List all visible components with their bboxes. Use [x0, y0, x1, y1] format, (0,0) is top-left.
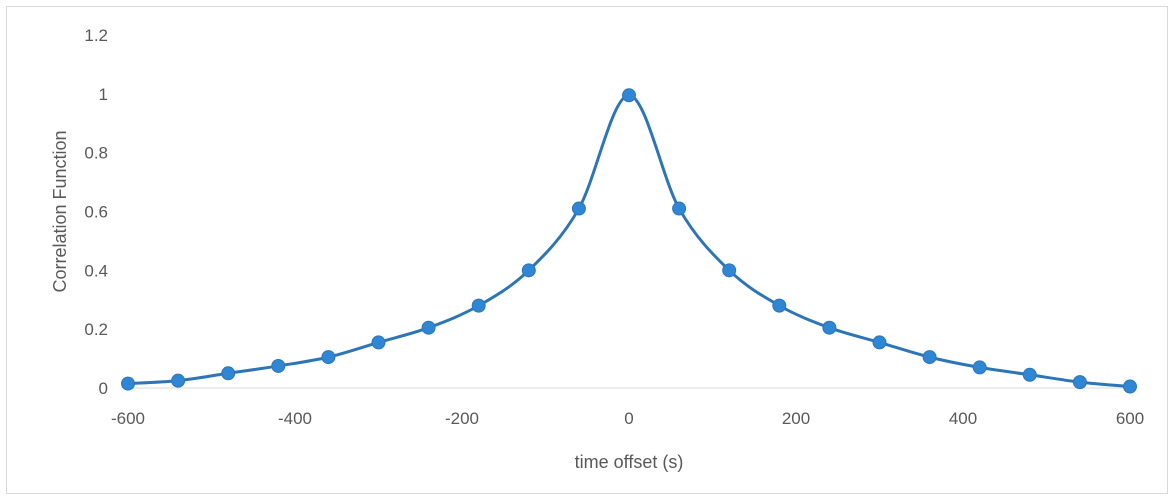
data-point — [722, 263, 737, 278]
data-point — [221, 366, 236, 381]
data-point — [622, 88, 636, 103]
data-point — [121, 376, 135, 391]
data-point — [371, 335, 386, 350]
data-point — [321, 350, 336, 365]
x-tick-label: 0 — [624, 409, 633, 428]
y-tick-label: 0.6 — [84, 203, 108, 222]
y-tick-label: 0.2 — [84, 320, 108, 339]
data-point — [271, 358, 286, 373]
x-axis-title: time offset (s) — [575, 452, 684, 472]
x-tick-label: -600 — [111, 409, 145, 428]
data-point — [972, 360, 987, 375]
data-point — [421, 320, 436, 335]
series-markers — [121, 88, 1137, 394]
data-point — [1123, 379, 1137, 394]
data-point — [1022, 367, 1037, 382]
data-point — [822, 320, 837, 335]
data-point — [1072, 375, 1087, 390]
x-tick-label: -200 — [445, 409, 479, 428]
x-tick-label: 200 — [782, 409, 810, 428]
x-tick-label: 400 — [949, 409, 977, 428]
y-tick-label: 0 — [99, 379, 108, 398]
data-point — [672, 201, 687, 216]
x-axis-ticks: -600 -400 -200 0 200 400 600 — [111, 409, 1144, 428]
y-axis-title: Correlation Function — [50, 130, 70, 292]
series-line — [127, 93, 1131, 389]
data-point — [471, 298, 486, 313]
data-point — [772, 298, 787, 313]
data-point — [571, 201, 586, 216]
x-tick-label: -400 — [278, 409, 312, 428]
y-tick-label: 0.4 — [84, 261, 108, 280]
data-point — [872, 335, 887, 350]
chart-frame — [6, 6, 1168, 494]
y-axis-ticks: 0 0.2 0.4 0.6 0.8 1 1.2 — [84, 26, 108, 398]
x-tick-label: 600 — [1116, 409, 1144, 428]
y-tick-label: 1 — [99, 85, 108, 104]
y-tick-label: 0.8 — [84, 144, 108, 163]
data-point — [922, 350, 937, 365]
data-point — [171, 373, 186, 388]
data-point — [521, 263, 536, 278]
y-tick-label: 1.2 — [84, 26, 108, 45]
